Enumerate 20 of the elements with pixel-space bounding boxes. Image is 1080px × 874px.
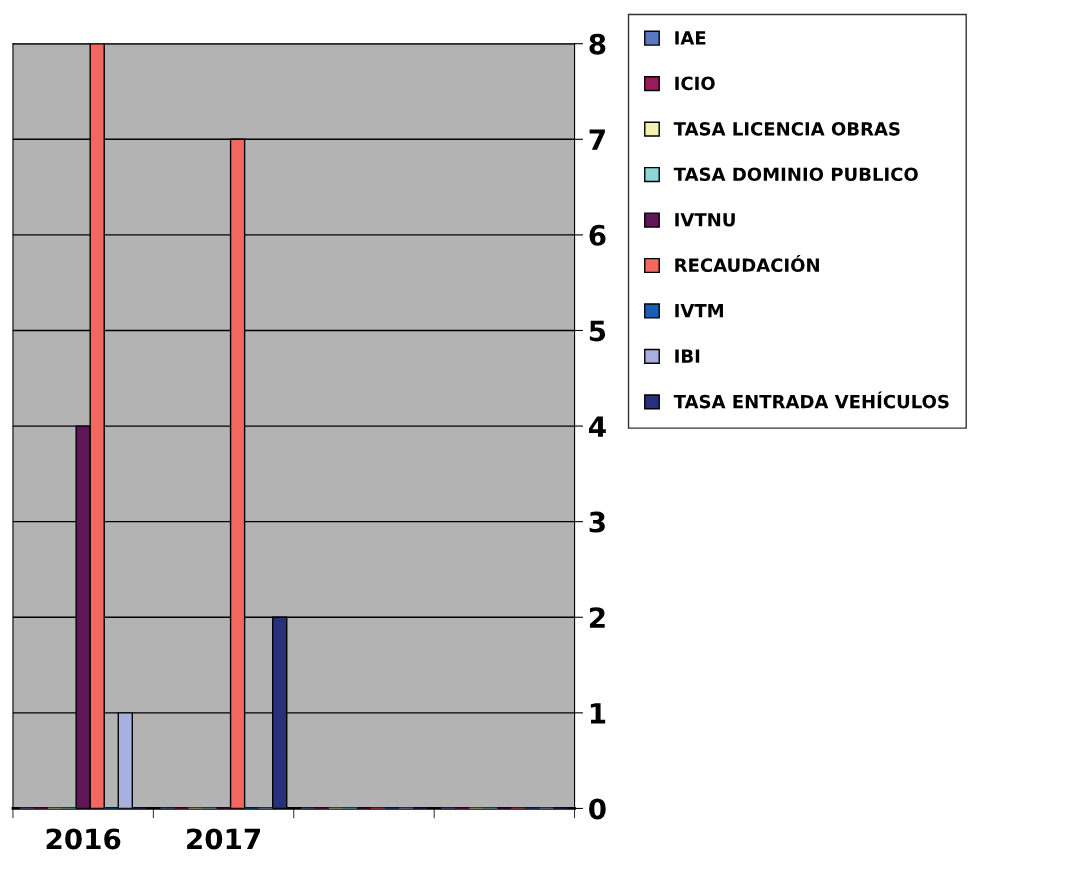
legend-label: TASA LICENCIA OBRAS xyxy=(673,121,900,136)
legend-label: TASA ENTRADA VEHÍCULOS xyxy=(673,391,949,409)
y-tick-label: 0 xyxy=(589,798,606,820)
legend-label: ICIO xyxy=(675,76,715,91)
x-tick-label: 2017 xyxy=(187,828,261,850)
y-tick-label: 5 xyxy=(589,320,606,342)
y-tick-label: 8 xyxy=(589,33,606,55)
y-tick-label: 1 xyxy=(590,703,606,724)
y-tick-label: 3 xyxy=(589,511,605,533)
y-tick-label: 6 xyxy=(589,224,606,246)
y-tick-label: 2 xyxy=(589,607,605,628)
legend-label: IBI xyxy=(675,349,700,363)
x-tick-label: 2016 xyxy=(46,828,121,850)
legend-label: IAE xyxy=(675,31,706,45)
legend-label: RECAUDACIÓN xyxy=(675,255,819,273)
legend-label: TASA DOMINIO PUBLICO xyxy=(673,167,918,182)
y-tick-label: 7 xyxy=(589,129,605,150)
legend-label: IVTM xyxy=(675,304,723,318)
y-tick-label: 4 xyxy=(589,416,606,437)
legend-label: IVTNU xyxy=(675,213,735,227)
